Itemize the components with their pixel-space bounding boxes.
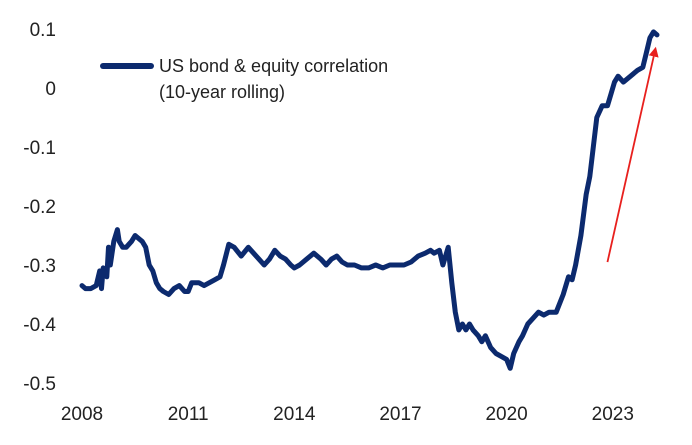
- y-tick-label: -0.5: [23, 374, 56, 395]
- y-tick-label: -0.2: [23, 197, 56, 218]
- series-layer: [79, 29, 660, 371]
- x-tick-label: 2017: [379, 404, 421, 425]
- x-tick-label: 2020: [485, 404, 527, 425]
- y-tick-label: -0.1: [23, 138, 56, 159]
- x-tick-label: 2008: [61, 404, 103, 425]
- legend-label: US bond & equity correlation (10-year rol…: [159, 56, 388, 102]
- legend-label-line: (10-year rolling): [159, 82, 285, 102]
- x-tick-label: 2014: [273, 404, 316, 425]
- legend: US bond & equity correlation (10-year rol…: [100, 56, 388, 102]
- y-tick-label: -0.3: [23, 256, 56, 277]
- x-tick-label: 2023: [592, 404, 634, 425]
- x-tick-label: 2011: [168, 404, 209, 425]
- y-tick-label: -0.4: [23, 315, 56, 336]
- series-line: [79, 29, 660, 371]
- legend-label-line: US bond & equity correlation: [159, 56, 388, 76]
- x-axis-ticks: 2008 2011 2014 2017 2020 2023: [61, 404, 634, 425]
- y-tick-label: 0: [45, 79, 56, 100]
- y-tick-label: 0.1: [30, 20, 56, 41]
- y-axis-ticks: 0.1 0 -0.1 -0.2 -0.3 -0.4 -0.5: [23, 20, 56, 395]
- annotation-layer: [606, 46, 659, 263]
- trend-arrow: [606, 46, 659, 263]
